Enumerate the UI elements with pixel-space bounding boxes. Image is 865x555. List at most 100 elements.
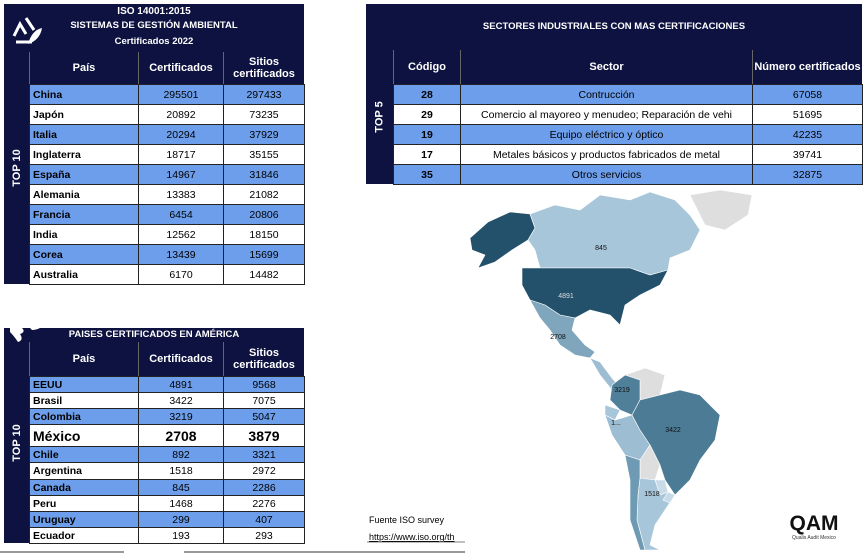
table-cell: España [29, 164, 139, 185]
table-cell: 2708 [138, 424, 224, 447]
table-cell: 7075 [223, 392, 305, 409]
table-cell: 1518 [138, 462, 224, 480]
side-label-text: TOP 5 [373, 101, 386, 133]
table-cell: 9568 [223, 376, 305, 393]
map-labels: 845 4891 2708 3219 1... 3422 1518 [550, 245, 681, 498]
title-line: Certificados 2022 [114, 36, 194, 47]
table-cell: 15699 [223, 244, 305, 265]
table-cell: Japón [29, 104, 139, 125]
table-cell: EEUU [29, 376, 139, 393]
table-cell: 407 [223, 511, 305, 528]
recycle-icon [12, 17, 42, 44]
globe-icon [10, 325, 40, 342]
greenland [689, 189, 753, 231]
side-label: TOP 10 [4, 52, 29, 284]
table-cell: 35 [393, 164, 461, 185]
title-line: PAISES CERTIFICADOS EN AMÉRICA [68, 329, 240, 340]
title-line: SECTORES INDUSTRIALES CON MAS CERTIFICAC… [482, 21, 746, 32]
table-cell: 3422 [138, 392, 224, 409]
column-header: Sitios certificados [223, 342, 304, 376]
table-cell: Equipo eléctrico y óptico [460, 124, 753, 145]
table-cell: 21082 [223, 184, 305, 205]
table-cell: 29 [393, 104, 461, 125]
table-cell: Argentina [29, 462, 139, 480]
table-cell: 32875 [752, 164, 863, 185]
table-cell: 35155 [223, 144, 305, 165]
table-cell: Contrucción [460, 84, 753, 105]
map-label: 845 [595, 245, 607, 252]
map-label: 3219 [614, 387, 630, 394]
table-cell: India [29, 224, 139, 245]
title-line: SISTEMAS DE GESTIÓN AMBIENTAL [70, 20, 238, 31]
table-cell: 13383 [138, 184, 224, 205]
table-cell: 6454 [138, 204, 224, 225]
table-cell: Canada [29, 479, 139, 496]
column-header: Certificados [138, 342, 223, 376]
table-cell: 2286 [223, 479, 305, 496]
column-header: Código [393, 50, 460, 84]
column-header: País [29, 52, 138, 84]
table-cell: 295501 [138, 84, 224, 105]
table-cell: 193 [138, 527, 224, 544]
table-cell: 39741 [752, 144, 863, 165]
table-cell: Ecuador [29, 527, 139, 544]
table-cell: 31846 [223, 164, 305, 185]
table-cell: 20806 [223, 204, 305, 225]
table-cell: 20892 [138, 104, 224, 125]
title-block [366, 4, 862, 50]
map-label: 2708 [550, 334, 566, 341]
column-header: Número certificados [752, 50, 862, 84]
table-cell: Uruguay [29, 511, 139, 528]
table-cell: 67058 [752, 84, 863, 105]
table-cell: Corea [29, 244, 139, 265]
brazil [631, 389, 721, 496]
title-line: ISO 14001:2015 [117, 6, 191, 17]
chile [624, 454, 646, 551]
map-label: 1... [611, 420, 621, 427]
table-cell: 37929 [223, 124, 305, 145]
table-cell: 14482 [223, 264, 305, 285]
table-cell: 13439 [138, 244, 224, 265]
side-label: TOP 5 [366, 50, 393, 184]
table-cell: 3219 [138, 408, 224, 425]
table-cell: Francia [29, 204, 139, 225]
table-cell: 18150 [223, 224, 305, 245]
column-header: Certificados [138, 52, 223, 84]
table-cell: México [29, 424, 139, 447]
canada [527, 191, 701, 276]
table-cell: 3321 [223, 446, 305, 463]
table-cell: 892 [138, 446, 224, 463]
table-cell: 28 [393, 84, 461, 105]
table-cell: Alemania [29, 184, 139, 205]
side-label-text: TOP 10 [10, 149, 23, 187]
source-text: Fuente ISO survey [369, 515, 445, 525]
table-cell: 51695 [752, 104, 863, 125]
mexico [529, 299, 596, 359]
americas-map [469, 189, 753, 551]
table-cell: Peru [29, 495, 139, 512]
table-cell: 6170 [138, 264, 224, 285]
table-cell: 18717 [138, 144, 224, 165]
alaska [469, 211, 536, 269]
table-cell: Australia [29, 264, 139, 285]
table-cell: 293 [223, 527, 305, 544]
table-cell: 2276 [223, 495, 305, 512]
table-cell: 845 [138, 479, 224, 496]
table-cell: 14967 [138, 164, 224, 185]
table-cell: China [29, 84, 139, 105]
uruguay [662, 491, 676, 504]
table-cell: Metales básicos y productos fabricados d… [460, 144, 753, 165]
table-cell: 12562 [138, 224, 224, 245]
table-cell: Otros servicios [460, 164, 753, 185]
source-url[interactable]: https://www.iso.org/th [369, 532, 455, 542]
logo-name: Qualis Audit Mexico [792, 535, 836, 541]
table-cell: 4891 [138, 376, 224, 393]
table-cell: 17 [393, 144, 461, 165]
logo-mark: QAM [790, 512, 839, 535]
table-cell: Italia [29, 124, 139, 145]
map-label: 3422 [665, 427, 681, 434]
map-label: 1518 [644, 491, 660, 498]
column-header: Sector [460, 50, 752, 84]
title-block [4, 4, 304, 52]
